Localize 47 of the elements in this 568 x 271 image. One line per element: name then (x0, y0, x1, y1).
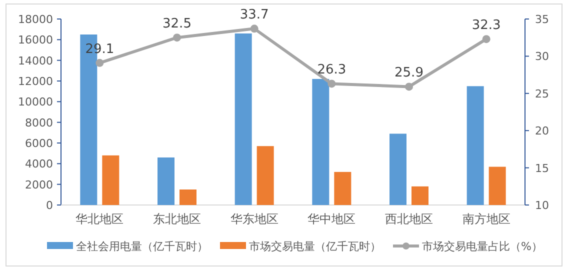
y-tick-label: 14000 (18, 54, 53, 68)
data-label: 26.3 (317, 62, 346, 78)
y-tick-label: 8000 (25, 116, 53, 130)
bar (390, 134, 406, 205)
bar (488, 166, 506, 205)
y-tick-label: 10000 (18, 96, 53, 109)
bar (102, 155, 120, 205)
point (173, 34, 181, 42)
x-tick-label: 东北地区 (153, 212, 201, 226)
legend-label: 全社会用电量（亿千瓦时） (76, 240, 208, 253)
data-label: 25.9 (394, 66, 424, 81)
point (405, 82, 413, 91)
bar (234, 33, 252, 205)
point (250, 24, 258, 33)
data-label: 32.5 (162, 16, 192, 32)
point (96, 58, 104, 67)
y2-tick-label: 30 (535, 50, 549, 64)
bar (334, 172, 352, 205)
bar (158, 157, 174, 205)
y2-tick-label: 10 (535, 199, 549, 212)
y-tick-label: 12000 (18, 75, 53, 88)
bar (466, 86, 484, 205)
y-tick-label: 16000 (18, 34, 53, 47)
x-tick-label: 西北地区 (385, 212, 433, 226)
bar (312, 78, 330, 205)
y-tick-label: 4000 (25, 158, 53, 171)
x-tick-label: 华中地区 (308, 212, 356, 226)
point (328, 80, 336, 88)
x-tick-label: 南方地区 (462, 212, 510, 226)
bar (412, 186, 428, 205)
data-label: 32.3 (472, 18, 501, 34)
y2-tick-label: 20 (535, 124, 549, 138)
point (482, 35, 490, 44)
y2-tick-label: 35 (535, 13, 549, 26)
x-tick-label: 华北地区 (76, 212, 124, 226)
y2-tick-label: 25 (535, 87, 549, 100)
y-tick-label: 2000 (25, 178, 53, 192)
y-tick-label: 0 (46, 199, 53, 212)
bar (180, 190, 196, 205)
legend-label: 市场交易电量（亿千瓦时） (249, 240, 381, 253)
bar (256, 146, 274, 205)
x-tick-label: 华东地区 (230, 212, 278, 226)
y2-tick-label: 15 (535, 162, 549, 175)
y-tick-label: 6000 (25, 137, 53, 150)
data-label: 33.7 (240, 8, 269, 23)
y-tick-label: 18000 (18, 13, 53, 26)
legend-label: 市场交易电量占比（%） (422, 240, 542, 253)
